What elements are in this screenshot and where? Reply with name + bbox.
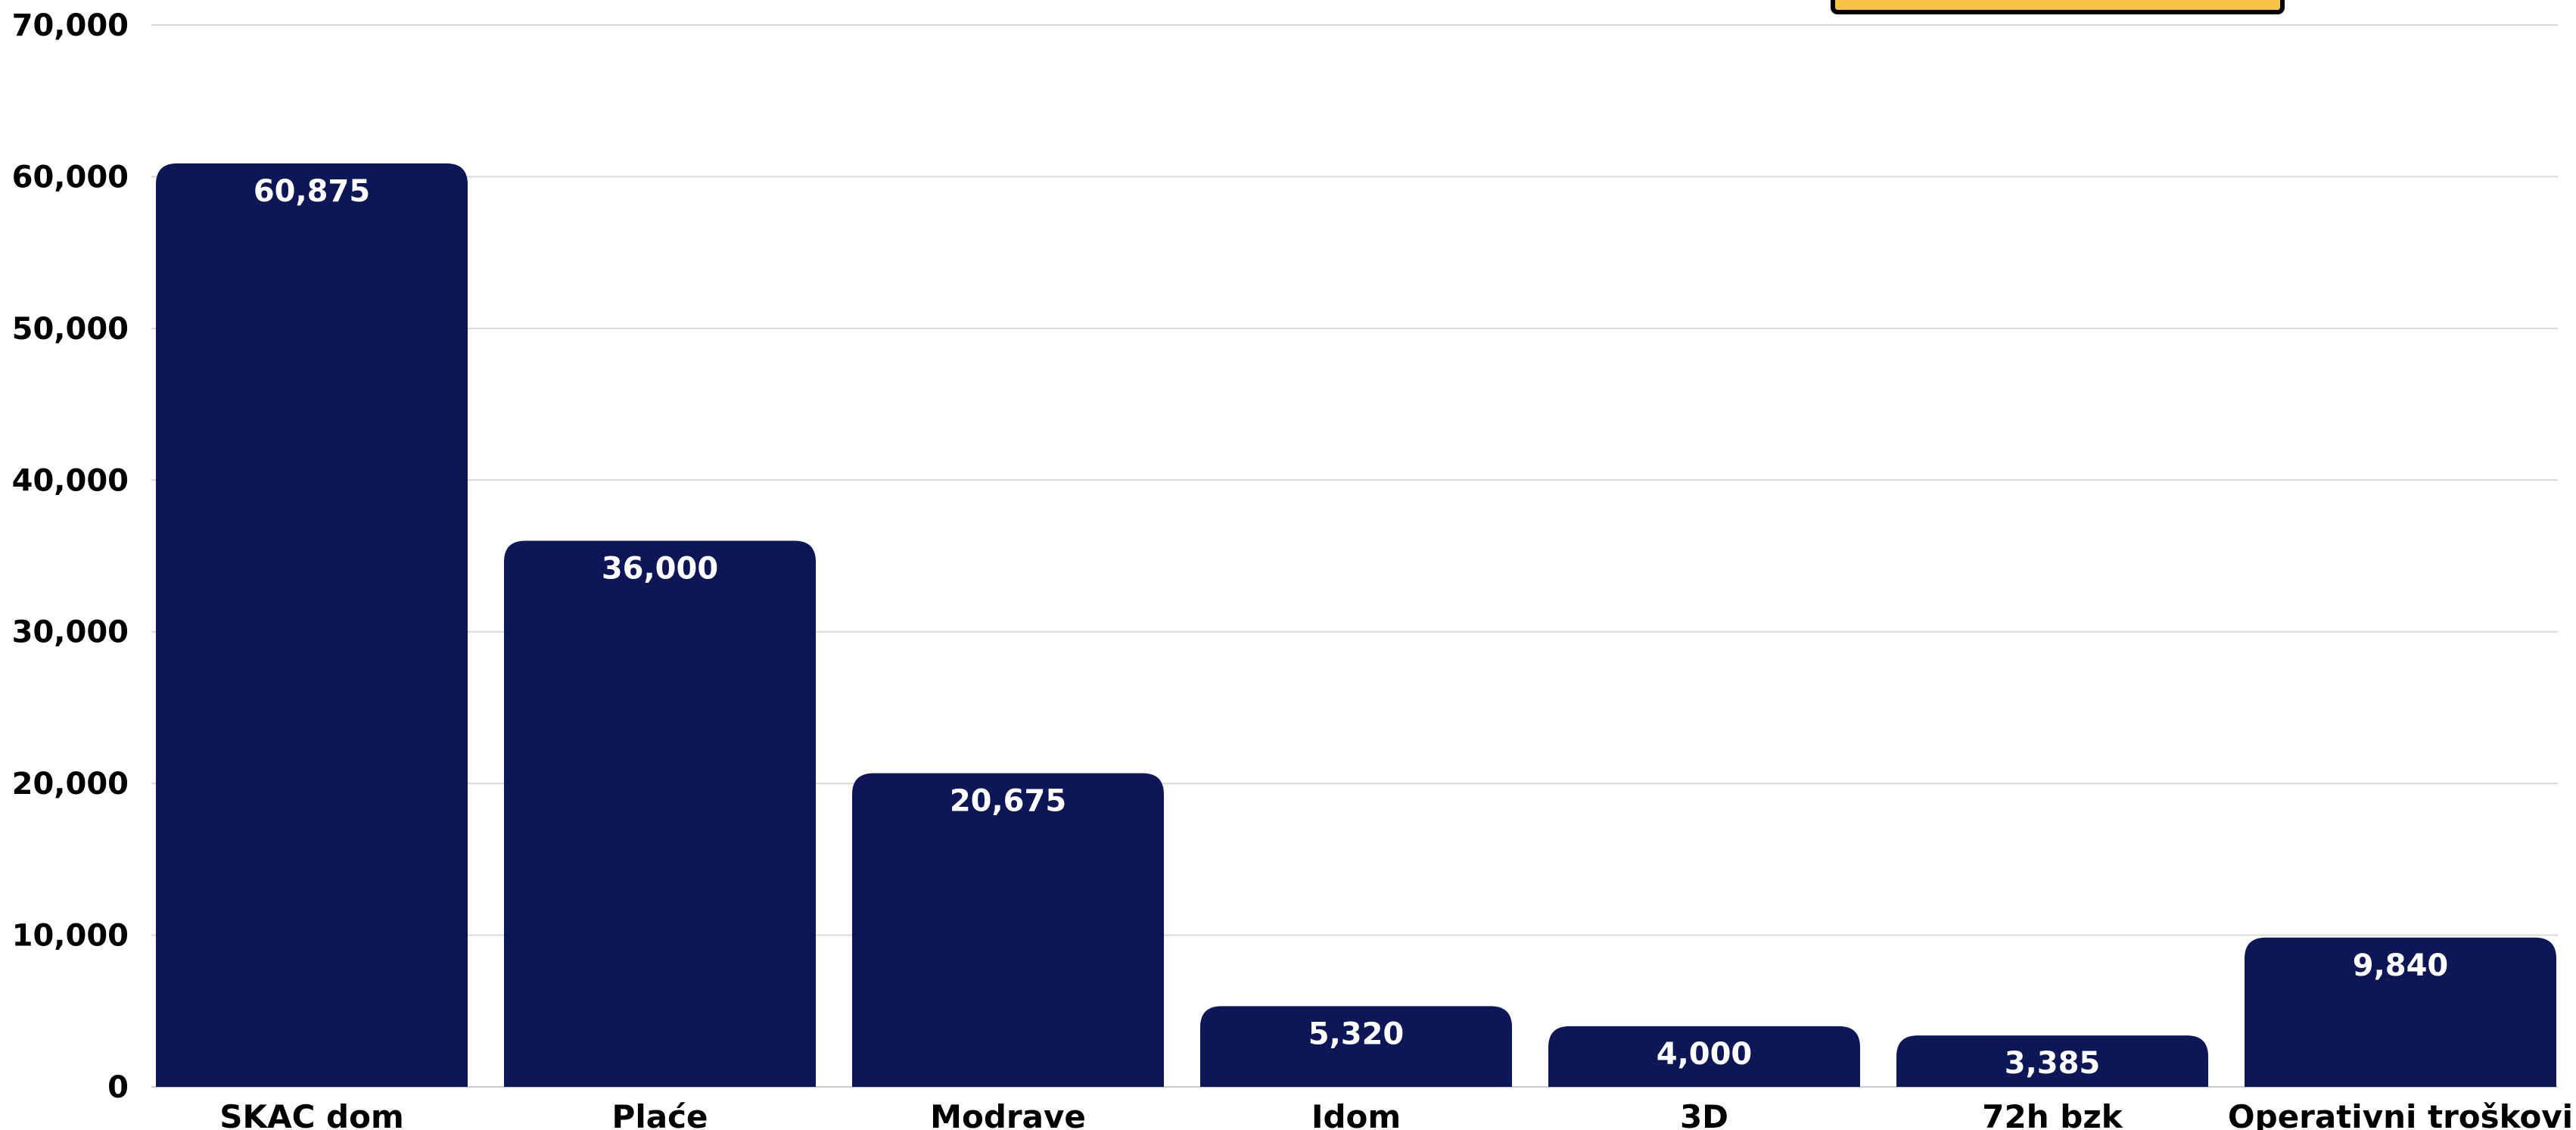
- bar: [1548, 1026, 1860, 1087]
- y-tick-label: 0: [107, 1070, 129, 1105]
- y-tick-label: 50,000: [12, 312, 129, 347]
- y-axis-ticks: 0 10,000 20,000 30,000 40,000 50,000 60,000 70,…: [12, 8, 129, 1105]
- x-axis-labels: SKAC dom Plaće Modrave Idom 3D 72h bzk Operati…: [219, 1098, 2573, 1130]
- x-category-label: Operativni troškovi: [2228, 1098, 2573, 1130]
- bar-value-label: 4,000: [1657, 1037, 1753, 1072]
- bar-value-label: 20,675: [950, 784, 1066, 819]
- legend-box: [1831, 0, 2285, 14]
- bar: [1200, 1006, 1512, 1087]
- x-category-label: 72h bzk: [1982, 1098, 2123, 1130]
- y-tick-label: 30,000: [12, 615, 129, 650]
- y-tick-label: 20,000: [12, 767, 129, 802]
- x-category-label: SKAC dom: [219, 1098, 403, 1130]
- y-tick-label: 70,000: [12, 8, 129, 43]
- y-tick-label: 10,000: [12, 919, 129, 954]
- x-category-label: Modrave: [930, 1098, 1086, 1130]
- value-labels: 60,875 36,000 20,675 5,320 4,000 3,385 9,840: [254, 174, 2448, 1081]
- bar: [1896, 1035, 2208, 1087]
- x-category-label: 3D: [1680, 1098, 1728, 1130]
- bar: [2245, 937, 2556, 1087]
- y-tick-label: 60,000: [12, 160, 129, 195]
- bar: [156, 163, 468, 1087]
- x-category-label: Idom: [1311, 1098, 1401, 1130]
- bar: [504, 540, 816, 1087]
- bars: [156, 163, 2556, 1087]
- x-category-label: Plaće: [612, 1098, 708, 1130]
- bar-value-label: 60,875: [254, 174, 370, 209]
- bar-value-label: 9,840: [2353, 948, 2449, 983]
- bar: [852, 773, 1164, 1087]
- bar-value-label: 5,320: [1308, 1016, 1405, 1051]
- bar-value-label: 36,000: [602, 551, 718, 586]
- bar-value-label: 3,385: [2005, 1046, 2101, 1081]
- y-tick-label: 40,000: [12, 463, 129, 498]
